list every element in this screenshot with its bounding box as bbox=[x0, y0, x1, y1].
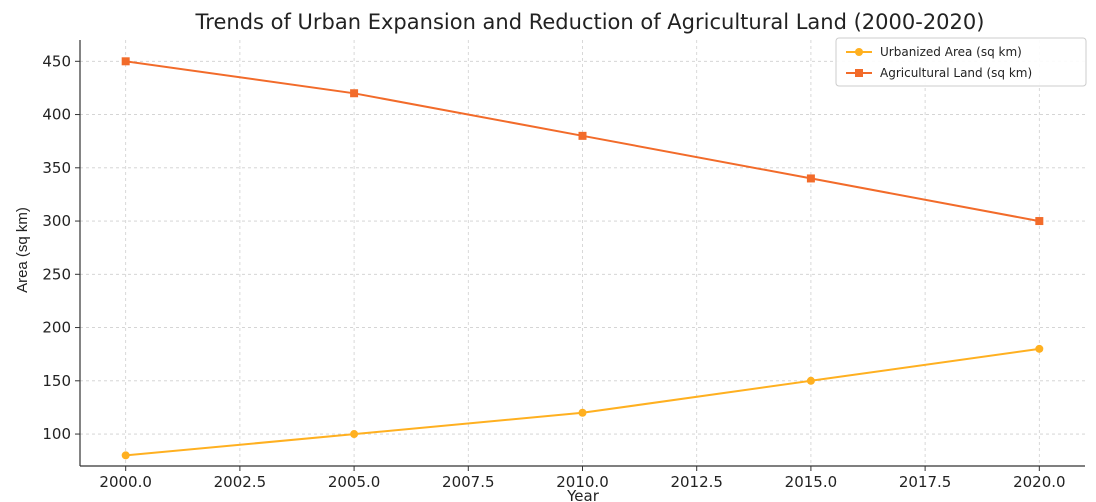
data-point bbox=[806, 174, 815, 183]
x-tick-label: 2012.5 bbox=[670, 473, 723, 491]
x-tick-label: 2010.0 bbox=[556, 473, 609, 491]
grid-lines bbox=[80, 40, 1085, 466]
legend-agricultural-label: Agricultural Land (sq km) bbox=[880, 66, 1032, 80]
x-tick-label: 2000.0 bbox=[99, 473, 152, 491]
y-tick-label: 200 bbox=[42, 319, 71, 337]
legend: Urbanized Area (sq km) Agricultural Land… bbox=[835, 37, 1087, 87]
data-point bbox=[578, 131, 587, 140]
x-tick-label: 2020.0 bbox=[1013, 473, 1066, 491]
data-point bbox=[121, 451, 130, 460]
tick-labels: 2000.0 2002.5 2005.0 2007.5 2010.0 2012.5 2015… bbox=[42, 52, 1065, 491]
legend-urbanized-label: Urbanized Area (sq km) bbox=[880, 45, 1022, 59]
y-tick-label: 400 bbox=[42, 106, 71, 124]
legend-urbanized-marker bbox=[855, 48, 863, 56]
y-axis-label: Area (sq km) bbox=[14, 207, 31, 293]
data-point bbox=[350, 430, 359, 439]
data-point bbox=[350, 89, 359, 98]
legend-agricultural-marker bbox=[855, 69, 863, 77]
x-tick-label: 2007.5 bbox=[442, 473, 495, 491]
y-tick-label: 150 bbox=[42, 372, 71, 390]
axes bbox=[75, 40, 1085, 471]
x-tick-label: 2017.5 bbox=[899, 473, 952, 491]
x-tick-label: 2015.0 bbox=[785, 473, 838, 491]
data-point bbox=[1035, 217, 1044, 226]
chart-title: Trends of Urban Expansion and Reduction … bbox=[195, 10, 985, 34]
y-tick-label: 300 bbox=[42, 212, 71, 230]
data-point bbox=[121, 57, 130, 66]
data-point bbox=[806, 376, 815, 385]
y-tick-label: 100 bbox=[42, 425, 71, 443]
data-series bbox=[121, 57, 1044, 460]
data-point bbox=[1035, 344, 1044, 353]
y-tick-label: 250 bbox=[42, 265, 71, 283]
data-point bbox=[578, 408, 587, 417]
x-axis-label: Year bbox=[566, 487, 600, 502]
y-tick-label: 350 bbox=[42, 159, 71, 177]
x-tick-label: 2005.0 bbox=[328, 473, 381, 491]
x-tick-label: 2002.5 bbox=[214, 473, 267, 491]
y-tick-label: 450 bbox=[42, 52, 71, 70]
legend-box bbox=[835, 37, 1087, 87]
